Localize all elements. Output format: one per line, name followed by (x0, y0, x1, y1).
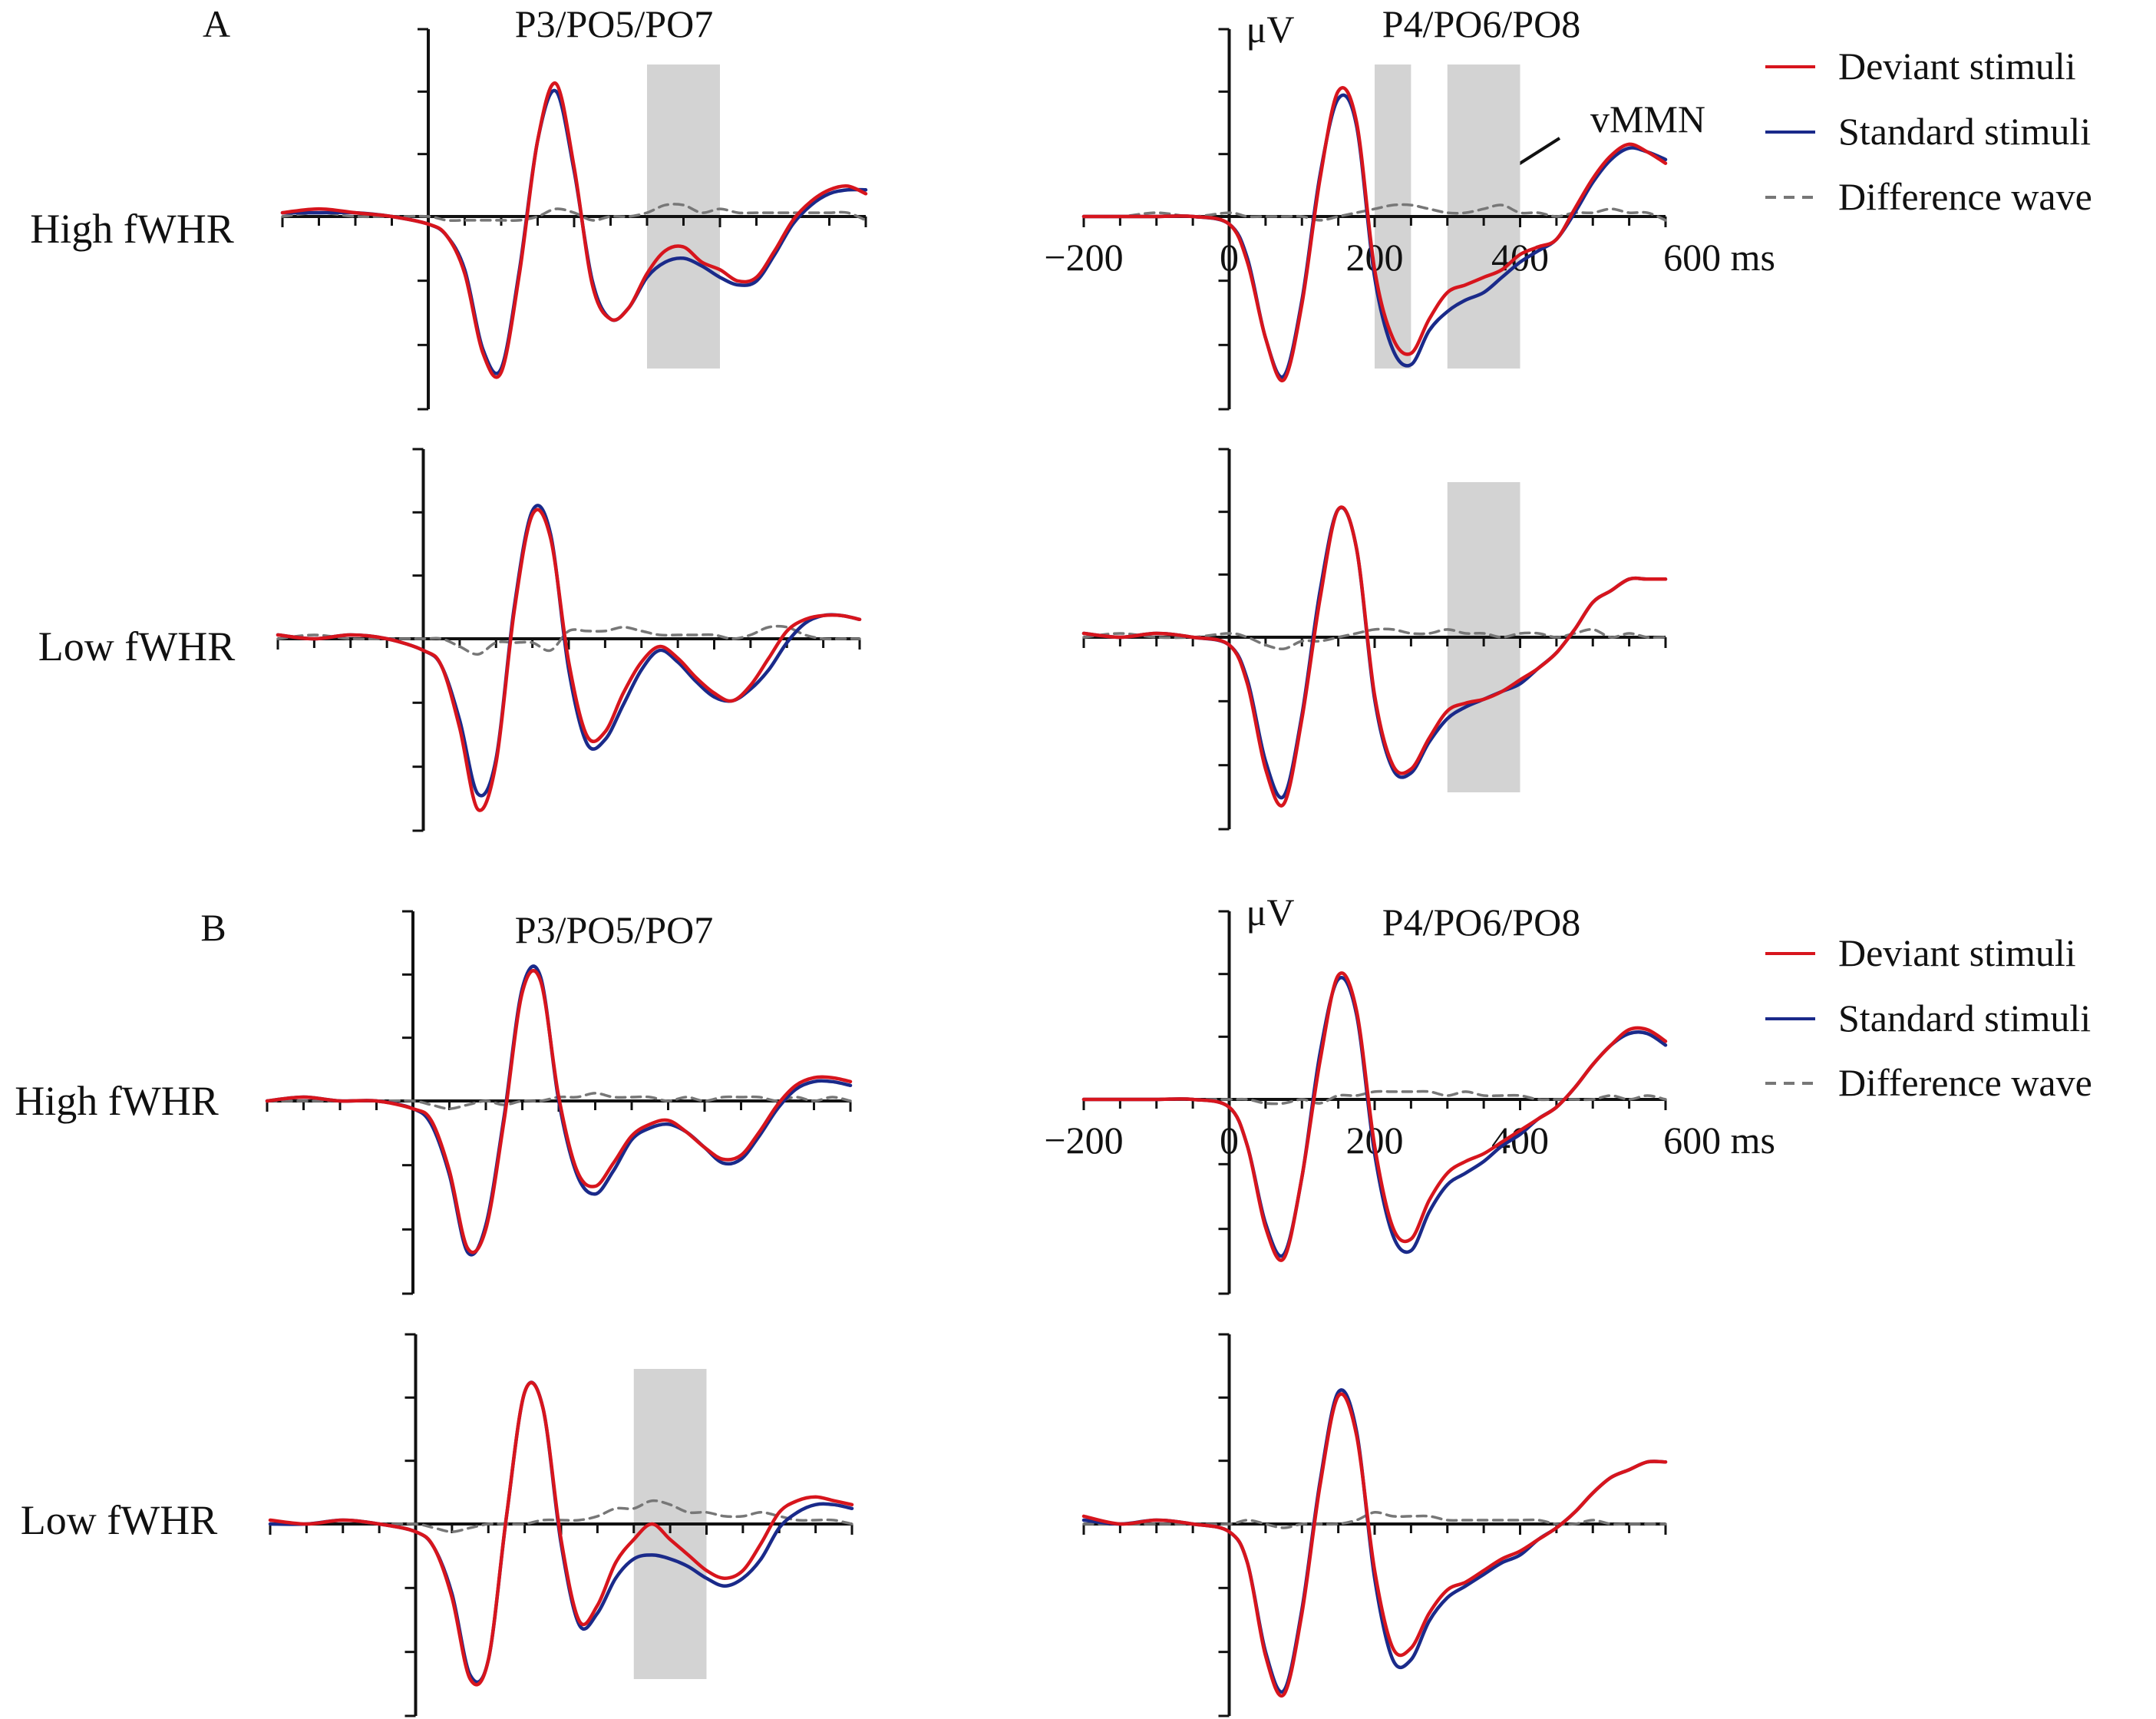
x-tick-label: −200 (1044, 1119, 1123, 1162)
standard-stimuli-line (280, 88, 868, 375)
row-label-a-low: Low fWHR (38, 623, 235, 669)
row-label-a-high: High fWHR (30, 206, 233, 252)
legend-a-standard-label: Standard stimuli (1838, 110, 2091, 153)
legend-b-difference-label: Difference wave (1838, 1061, 2092, 1104)
x-tick-label: 0 (1220, 1119, 1239, 1162)
plot-a-low-right (1081, 448, 1668, 831)
plot-b-low-right (1081, 1333, 1668, 1717)
row-label-b-low: Low fWHR (21, 1497, 217, 1543)
plot-b-high-right: −200 0 200 400 600 ms (1044, 910, 1775, 1295)
legend-a-deviant-label: Deviant stimuli (1838, 45, 2076, 88)
difference-wave-line (1082, 1511, 1667, 1529)
plot-a-low-left (276, 448, 862, 832)
plot-a-high-right: −200 0 200 400 600 ms (1044, 28, 1775, 411)
difference-wave-line (1082, 1089, 1667, 1106)
deviant-stimuli-line (280, 81, 868, 379)
deviant-stimuli-line (1081, 971, 1668, 1262)
unit-label-a: μV (1246, 8, 1295, 51)
site-title-b-left: P3/PO5/PO7 (515, 908, 713, 951)
deviant-stimuli-line (1081, 85, 1668, 383)
site-title-a-left: P3/PO5/PO7 (515, 2, 713, 45)
standard-stimuli-line (1081, 976, 1668, 1258)
vmmn-label: vMMN (1590, 98, 1705, 140)
x-tick-label: −200 (1044, 236, 1123, 279)
x-tick-label: 600 ms (1663, 1119, 1775, 1162)
deviant-stimuli-line (1081, 1392, 1668, 1698)
legend-b-deviant-label: Deviant stimuli (1838, 931, 2076, 974)
deviant-stimuli-line (265, 969, 853, 1255)
difference-wave-line (276, 624, 861, 656)
difference-wave-line (1082, 627, 1667, 650)
difference-wave-line (1082, 203, 1667, 222)
row-label-b-high: High fWHR (15, 1078, 218, 1124)
x-tick-label: 400 (1491, 1119, 1549, 1162)
plot-b-high-left (265, 910, 853, 1295)
panel-label-a: A (203, 2, 230, 45)
x-tick-label: 600 ms (1663, 236, 1775, 279)
difference-wave-line (269, 1499, 853, 1533)
deviant-stimuli-line (268, 1380, 854, 1687)
x-tick-label: 0 (1220, 236, 1239, 279)
site-title-a-right: P4/PO6/PO8 (1382, 2, 1580, 45)
unit-label-b: μV (1246, 891, 1295, 934)
panel-label-b: B (200, 906, 226, 949)
site-title-b-right: P4/PO6/PO8 (1382, 901, 1580, 944)
standard-stimuli-line (1081, 1388, 1668, 1694)
plot-a-high-left (280, 28, 868, 411)
legend-a: Deviant stimuli Standard stimuli Differe… (1765, 45, 2092, 218)
legend-a-difference-label: Difference wave (1838, 175, 2092, 218)
legend-b-standard-label: Standard stimuli (1838, 997, 2091, 1040)
deviant-stimuli-line (276, 507, 862, 812)
legend-b: Deviant stimuli Standard stimuli Differe… (1765, 931, 2092, 1104)
difference-wave-line (281, 203, 867, 223)
difference-wave-line (266, 1092, 852, 1110)
plot-b-low-left (268, 1333, 854, 1717)
standard-stimuli-line (1081, 506, 1668, 800)
deviant-stimuli-line (1081, 505, 1668, 808)
